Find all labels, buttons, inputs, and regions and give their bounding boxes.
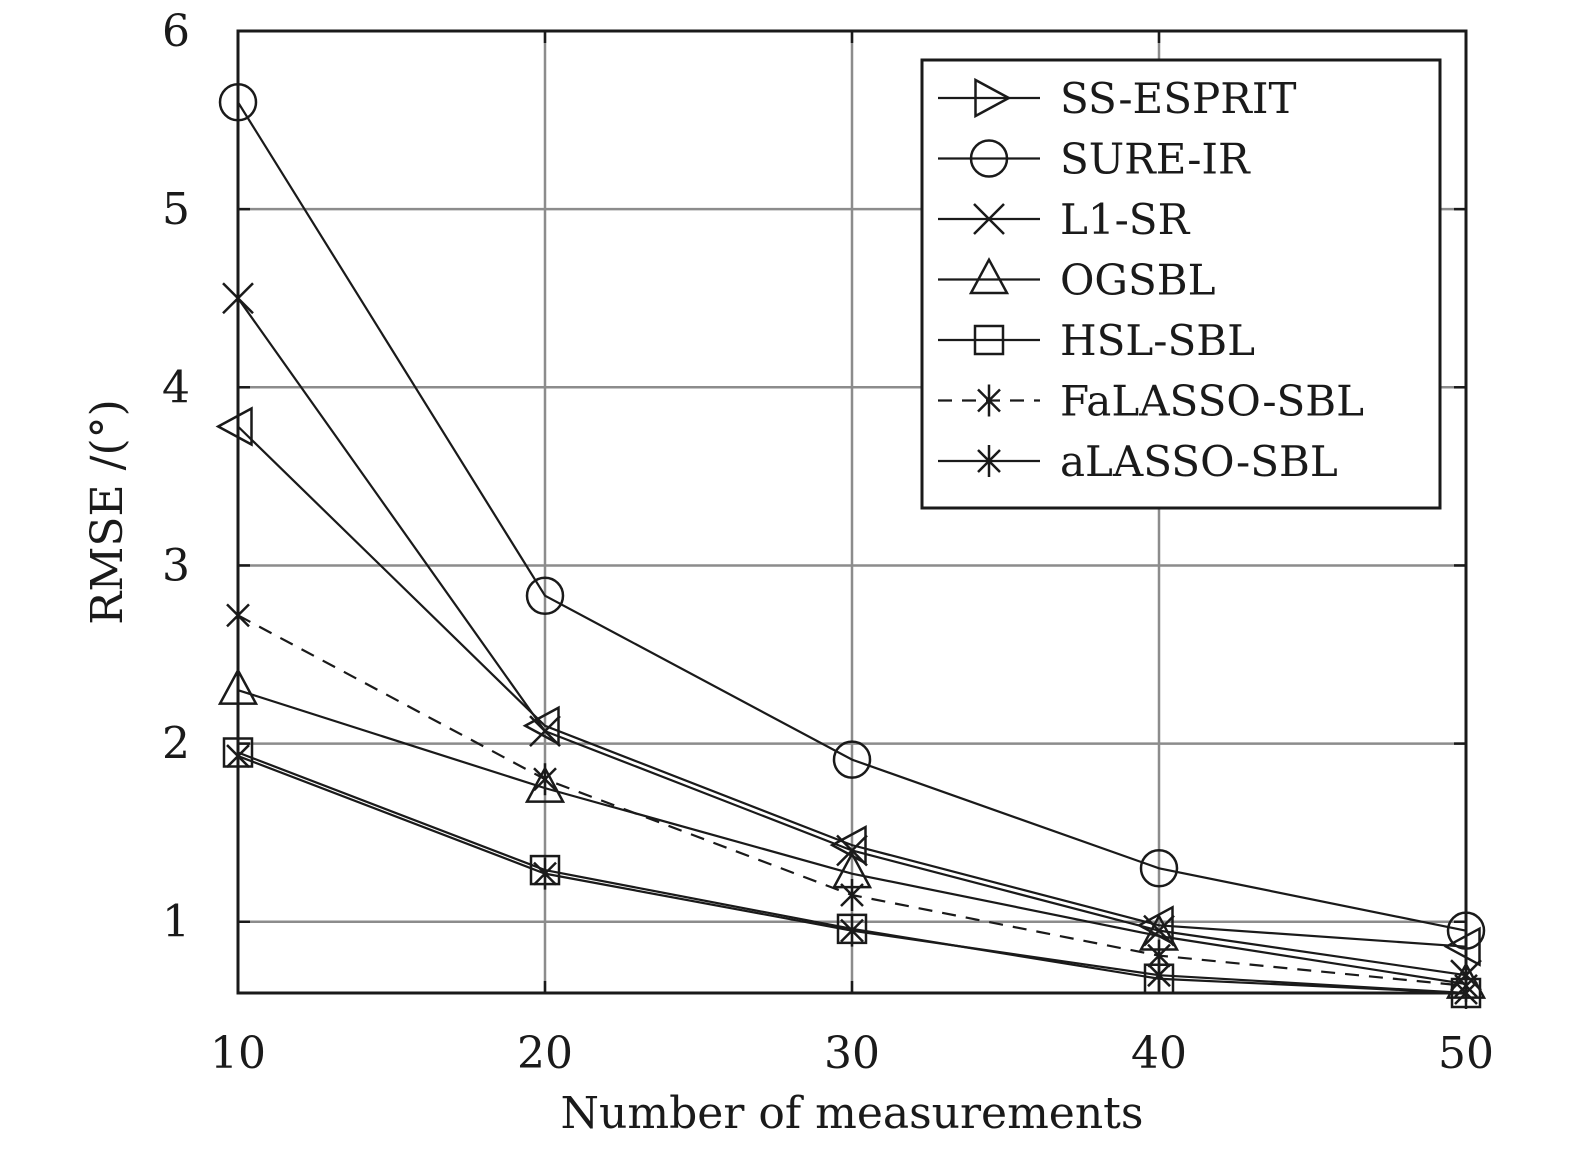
legend-label: SS-ESPRIT — [1060, 74, 1296, 123]
y-tick-label: 1 — [162, 897, 190, 948]
x-tick-label: 40 — [1131, 1028, 1187, 1079]
series-layer — [215, 83, 1487, 1009]
legend-marker — [977, 384, 1001, 417]
data-point — [1139, 849, 1179, 888]
data-point — [840, 914, 864, 947]
legend-label: SURE-IR — [1060, 135, 1251, 184]
legend-entry: SURE-IR — [938, 135, 1251, 184]
data-point — [533, 763, 557, 796]
legend-label: OGSBL — [1060, 256, 1216, 305]
data-point — [832, 740, 872, 779]
y-tick-label: 2 — [162, 719, 190, 770]
data-point — [1143, 914, 1175, 947]
series-line — [237, 689, 1467, 986]
data-point — [836, 834, 868, 867]
y-tick-label: 3 — [162, 540, 190, 591]
data-point — [840, 879, 864, 912]
legend-marker — [968, 257, 1010, 295]
legend-entry: aLASSO-SBL — [938, 437, 1338, 486]
legend-entry: OGSBL — [938, 256, 1216, 305]
legend-entry: SS-ESPRIT — [938, 74, 1296, 123]
legend-label: HSL-SBL — [1060, 316, 1255, 365]
legend-label: FaLASSO-SBL — [1060, 377, 1364, 426]
x-tick-label: 10 — [210, 1028, 266, 1079]
series-line — [237, 101, 1467, 932]
x-tick-label: 50 — [1438, 1028, 1494, 1079]
x-axis-label: Number of measurements — [561, 1088, 1144, 1139]
data-point — [1443, 926, 1481, 967]
x-tick-label: 20 — [517, 1028, 573, 1079]
tick-labels: 10 20 30 40 50 1 2 3 4 5 6 — [162, 6, 1494, 1079]
series-line — [237, 425, 1467, 948]
series-alasso-sbl — [226, 740, 1478, 1009]
x-tick-label: 30 — [824, 1028, 880, 1079]
legend-marker — [973, 324, 1005, 356]
legend-entry: L1-SR — [938, 195, 1191, 244]
legend: SS-ESPRIT SURE-IR L1-SR OGSBL HSL-SBL FaLASSO… — [920, 58, 1442, 510]
legend-entry: FaLASSO-SBL — [938, 377, 1364, 426]
y-tick-label: 4 — [162, 362, 190, 413]
legend-entry: HSL-SBL — [938, 316, 1255, 365]
data-point — [525, 576, 565, 615]
data-point — [529, 715, 561, 748]
y-tick-label: 5 — [162, 184, 190, 235]
data-point — [533, 857, 557, 890]
legend-marker — [974, 77, 1012, 119]
legend-box — [920, 58, 1442, 510]
ticks — [236, 29, 1468, 993]
legend-label: L1-SR — [1060, 195, 1191, 244]
y-tick-label: 6 — [162, 6, 190, 57]
y-axis-label: RMSE /(°) — [82, 399, 133, 625]
legend-marker — [969, 139, 1009, 178]
legend-label: aLASSO-SBL — [1060, 437, 1338, 486]
legend-marker — [973, 203, 1005, 235]
legend-marker — [977, 445, 1001, 477]
data-point — [215, 406, 253, 447]
data-point — [524, 765, 566, 803]
